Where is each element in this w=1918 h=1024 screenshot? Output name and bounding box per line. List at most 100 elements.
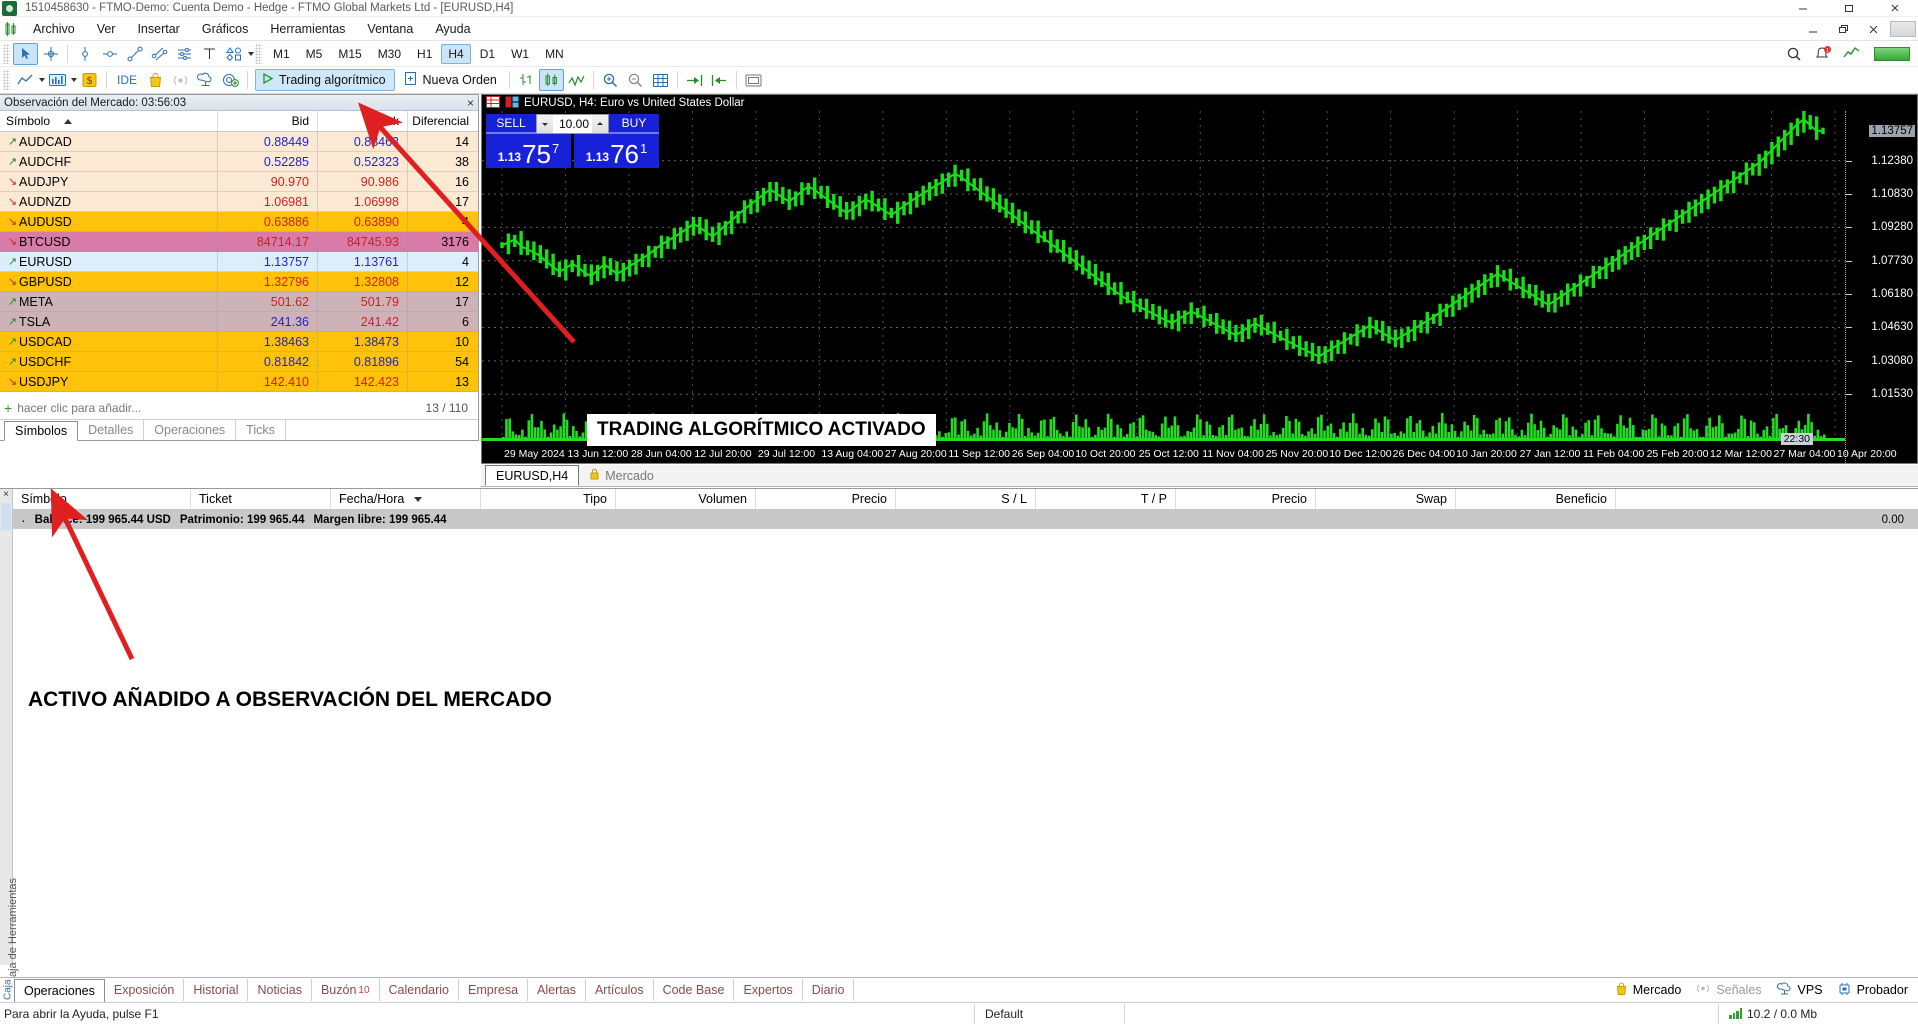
- column-header-ask[interactable]: Ask: [318, 111, 408, 131]
- fibonacci-icon[interactable]: [172, 43, 197, 65]
- candlestick-chart-icon[interactable]: [538, 69, 564, 91]
- market-watch-close-icon[interactable]: ×: [466, 96, 474, 110]
- market-watch-row[interactable]: ↘ AUDUSD 0.63886 0.63890 4: [0, 212, 478, 232]
- one-click-trading-panel[interactable]: SELL 10.00 BUY: [486, 114, 659, 168]
- toolbar-grip-periods[interactable]: [255, 43, 262, 64]
- vertical-line-icon[interactable]: [72, 43, 97, 65]
- market-watch-row[interactable]: ↘ BTCUSD 84714.17 84745.93 3176: [0, 232, 478, 252]
- buy-price-display[interactable]: 1.13 76 1: [574, 134, 659, 168]
- signals-icon[interactable]: [168, 69, 193, 91]
- shortcut-vps[interactable]: VPS: [1776, 981, 1823, 999]
- chart-tab-eurusd[interactable]: EURUSD,H4: [485, 465, 580, 486]
- vps-cloud-icon[interactable]: [193, 69, 218, 91]
- line-mode-icon[interactable]: [564, 69, 589, 91]
- market-watch-row[interactable]: ↘ AUDJPY 90.970 90.986 16: [0, 172, 478, 192]
- volume-stepper[interactable]: 10.00: [536, 114, 609, 134]
- terminal-column-volumen[interactable]: Volumen: [616, 489, 756, 509]
- indicators-dropdown-icon[interactable]: [71, 78, 77, 82]
- market-watch-row[interactable]: ↗ TSLA 241.36 241.42 6: [0, 312, 478, 332]
- market-watch-row[interactable]: ↗ EURUSD 1.13757 1.13761 4: [0, 252, 478, 272]
- text-tool-icon[interactable]: [197, 43, 222, 65]
- toolbox-tab-code-base[interactable]: Code Base: [654, 979, 735, 1001]
- market-watch-row[interactable]: ↗ USDCHF 0.81842 0.81896 54: [0, 352, 478, 372]
- toolbox-tab-historial[interactable]: Historial: [184, 979, 249, 1001]
- account-icon[interactable]: [1839, 43, 1864, 65]
- column-header-symbol[interactable]: Símbolo: [0, 111, 218, 131]
- terminal-column-beneficio[interactable]: Beneficio: [1456, 489, 1616, 509]
- auto-scroll-icon[interactable]: [682, 69, 707, 91]
- menu-ayuda[interactable]: Ayuda: [435, 21, 471, 36]
- toolbox-tab-art-culos[interactable]: Artículos: [586, 979, 654, 1001]
- templates-icon[interactable]: [741, 69, 766, 91]
- chart-properties-icon[interactable]: [505, 96, 519, 111]
- indicators-icon[interactable]: [45, 69, 70, 91]
- market-watch-row[interactable]: ↗ USDCAD 1.38463 1.38473 10: [0, 332, 478, 352]
- new-order-button[interactable]: Nueva Orden: [398, 69, 505, 91]
- line-chart-icon[interactable]: [13, 69, 38, 91]
- terminal-column-fecha-hora[interactable]: Fecha/Hora: [331, 489, 481, 509]
- toolbox-tab-calendario[interactable]: Calendario: [380, 979, 459, 1001]
- chart-canvas[interactable]: SELL 10.00 BUY: [482, 111, 1917, 463]
- volume-value[interactable]: 10.00: [558, 117, 589, 131]
- volume-decrement-icon[interactable]: [537, 115, 553, 133]
- period-m5[interactable]: M5: [305, 46, 323, 61]
- market-watch-row[interactable]: ↗ AUDCAD 0.88449 0.88463 14: [0, 132, 478, 152]
- child-minimize-icon[interactable]: [1798, 18, 1828, 40]
- toolbox-scroll-handle[interactable]: [1, 503, 11, 531]
- market-watch-row[interactable]: ↘ AUDNZD 1.06981 1.06998 17: [0, 192, 478, 212]
- period-m15[interactable]: M15: [338, 46, 362, 61]
- toolbox-tab-operaciones[interactable]: Operaciones: [14, 979, 105, 1003]
- cursor-icon[interactable]: [13, 42, 38, 65]
- market-watch-row[interactable]: ↘ USDJPY 142.410 142.423 13: [0, 372, 478, 392]
- toolbox-tab-buz-n[interactable]: Buzón 10: [312, 979, 380, 1001]
- toolbox-tab-empresa[interactable]: Empresa: [459, 979, 529, 1001]
- shortcut-senales[interactable]: Señales: [1695, 982, 1762, 998]
- notifications-icon[interactable]: 1: [1810, 43, 1835, 65]
- equidistant-channel-icon[interactable]: [147, 43, 172, 65]
- terminal-column-ticket[interactable]: Ticket: [191, 489, 331, 509]
- period-d1[interactable]: D1: [479, 46, 496, 61]
- terminal-column-tipo[interactable]: Tipo: [481, 489, 616, 509]
- chart-shift-icon[interactable]: [707, 69, 732, 91]
- toolbar2-grip[interactable]: [3, 70, 10, 90]
- period-mn[interactable]: MN: [545, 46, 564, 61]
- menu-archivo[interactable]: Archivo: [33, 21, 75, 36]
- menu-ver[interactable]: Ver: [96, 21, 116, 36]
- chart-tab-mercado[interactable]: Mercado: [579, 465, 664, 486]
- market-watch-add-row[interactable]: + hacer clic para añadir... 13 / 110: [0, 397, 478, 419]
- toolbox-tab-diario[interactable]: Diario: [803, 979, 855, 1001]
- terminal-column-s-l[interactable]: S / L: [896, 489, 1036, 509]
- period-h1[interactable]: H1: [417, 46, 433, 61]
- toolbox-tab-noticias[interactable]: Noticias: [248, 979, 312, 1001]
- search-icon[interactable]: [1781, 43, 1806, 65]
- period-m1[interactable]: M1: [273, 46, 290, 61]
- toolbar-grip[interactable]: [3, 43, 10, 64]
- chart-window[interactable]: EURUSD, H4: Euro vs United States Dollar…: [481, 94, 1918, 464]
- market-watch-row[interactable]: ↘ GBPUSD 1.32796 1.32808 12: [0, 272, 478, 292]
- child-close-icon[interactable]: [1858, 18, 1888, 40]
- market-watch-row[interactable]: ↗ AUDCHF 0.52285 0.52323 38: [0, 152, 478, 172]
- sell-button[interactable]: SELL: [486, 114, 536, 134]
- copy-signal-icon[interactable]: [218, 69, 243, 91]
- period-w1[interactable]: W1: [511, 46, 530, 61]
- grid-icon[interactable]: [648, 69, 673, 91]
- menu-insertar[interactable]: Insertar: [137, 21, 180, 36]
- shapes-icon[interactable]: [222, 43, 247, 65]
- toolbox-close-icon[interactable]: ×: [3, 489, 9, 500]
- zoom-out-icon[interactable]: [623, 69, 648, 91]
- menu-ventana[interactable]: Ventana: [367, 21, 414, 36]
- bar-chart-icon[interactable]: [514, 69, 539, 91]
- trendline-icon[interactable]: [122, 43, 147, 65]
- toolbox-tab-alertas[interactable]: Alertas: [528, 979, 586, 1001]
- zoom-in-icon[interactable]: [598, 69, 623, 91]
- tab-ticks[interactable]: Ticks: [236, 420, 286, 440]
- terminal-column-s-mbolo[interactable]: Símbolo: [13, 489, 191, 509]
- price-axis[interactable]: 1.13757 1.12380 1.10830 1.09280 1.07730 1.061…: [1845, 111, 1917, 463]
- chart-data-window-icon[interactable]: [486, 95, 500, 111]
- terminal-column-t-p[interactable]: T / P: [1036, 489, 1176, 509]
- minimize-icon[interactable]: [1780, 0, 1826, 17]
- terminal-column-precio[interactable]: Precio: [1176, 489, 1316, 509]
- chart-type-dropdown-icon[interactable]: [39, 78, 45, 82]
- shapes-dropdown-icon[interactable]: [248, 51, 254, 56]
- market-watch-row[interactable]: ↗ META 501.62 501.79 17: [0, 292, 478, 312]
